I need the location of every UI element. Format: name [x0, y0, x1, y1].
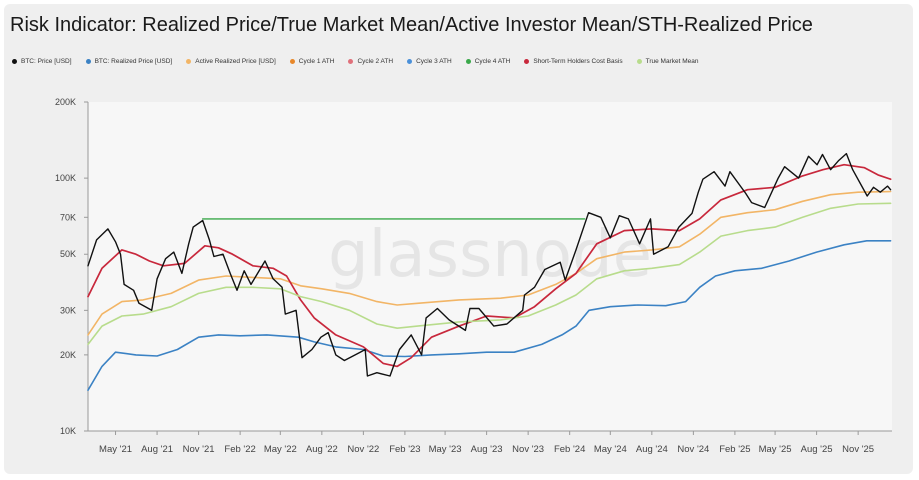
legend-label: Short-Term Holders Cost Basis [533, 57, 623, 65]
legend: BTC: Price [USD] BTC: Realized Price [USD… [12, 55, 698, 67]
legend-item[interactable]: True Market Mean [636, 57, 699, 65]
series-line-true-market-mean [87, 202, 892, 346]
legend-item[interactable]: Cycle 2 ATH [348, 58, 393, 65]
legend-item[interactable]: BTC: Price [USD] [12, 58, 72, 65]
legend-dot-icon [348, 58, 354, 64]
x-tick-label: Aug '21 [141, 444, 173, 455]
legend-item[interactable]: Cycle 1 ATH [289, 57, 335, 65]
legend-label: True Market Mean [645, 57, 699, 65]
legend-dot-icon [186, 58, 192, 64]
x-tick-label: Nov '21 [183, 444, 215, 455]
x-tick-label: Nov '23 [512, 444, 544, 455]
x-tick-label: Nov '22 [347, 444, 379, 455]
x-tick-label: Feb '23 [389, 444, 420, 455]
legend-item[interactable]: Cycle 4 ATH [465, 57, 511, 65]
legend-label: BTC: Price [USD] [21, 57, 72, 65]
legend-dot-icon [524, 58, 530, 64]
x-tick-label: May '21 [99, 444, 132, 455]
legend-dot-icon [407, 58, 413, 64]
legend-item[interactable]: BTC: Realized Price [USD] [85, 57, 173, 65]
y-tick-label: 70K [60, 212, 76, 222]
x-tick-label: Aug '25 [801, 444, 833, 455]
legend-label: Cycle 2 ATH [357, 57, 394, 65]
plot-area [88, 102, 892, 431]
watermark-text: glassnode [328, 218, 652, 292]
y-tick-label: 50K [60, 249, 76, 259]
legend-label: BTC: Realized Price [USD] [94, 57, 173, 65]
y-tick-label: 100K [55, 173, 76, 183]
legend-dot-icon [289, 58, 295, 64]
legend-item[interactable]: Active Realized Price [USD] [186, 58, 276, 65]
legend-label: Cycle 4 ATH [474, 57, 511, 65]
series-line-short-term-holders-cost-basis [87, 163, 892, 368]
legend-item[interactable]: Short-Term Holders Cost Basis [524, 57, 623, 65]
x-tick-label: May '23 [429, 444, 462, 455]
y-tick-label: 10K [60, 426, 76, 436]
legend-label: Cycle 3 ATH [416, 57, 452, 65]
x-tick-label: Nov '24 [677, 444, 709, 455]
series-line-btc-realized-price-usd [87, 240, 892, 391]
series-line-active-realized-price-usd [87, 190, 892, 336]
x-tick-label: May '24 [594, 444, 627, 455]
x-tick-label: Aug '22 [306, 444, 338, 455]
x-tick-label: Nov '25 [842, 444, 874, 455]
series-line-btc-price-usd [87, 152, 892, 377]
x-tick-label: May '22 [264, 444, 297, 455]
x-tick-label: Feb '25 [719, 444, 750, 455]
x-tick-label: Feb '24 [554, 444, 585, 455]
legend-label: Active Realized Price [USD] [195, 57, 276, 65]
x-tick-label: Feb '22 [224, 444, 255, 455]
x-tick-label: Aug '24 [636, 444, 668, 455]
y-tick-label: 200K [55, 97, 76, 107]
legend-dot-icon [12, 58, 17, 64]
legend-item[interactable]: Cycle 3 ATH [407, 58, 452, 65]
legend-dot-icon [465, 58, 471, 64]
y-tick-label: 30K [60, 305, 76, 315]
chart-title: Risk Indicator: Realized Price/True Mark… [10, 14, 813, 36]
y-tick-label: 20K [60, 350, 76, 360]
legend-label: Cycle 1 ATH [298, 57, 335, 65]
x-tick-label: May '25 [759, 444, 792, 455]
x-tick-label: Aug '23 [471, 444, 503, 455]
legend-dot-icon [636, 58, 642, 64]
legend-dot-icon [85, 58, 91, 64]
